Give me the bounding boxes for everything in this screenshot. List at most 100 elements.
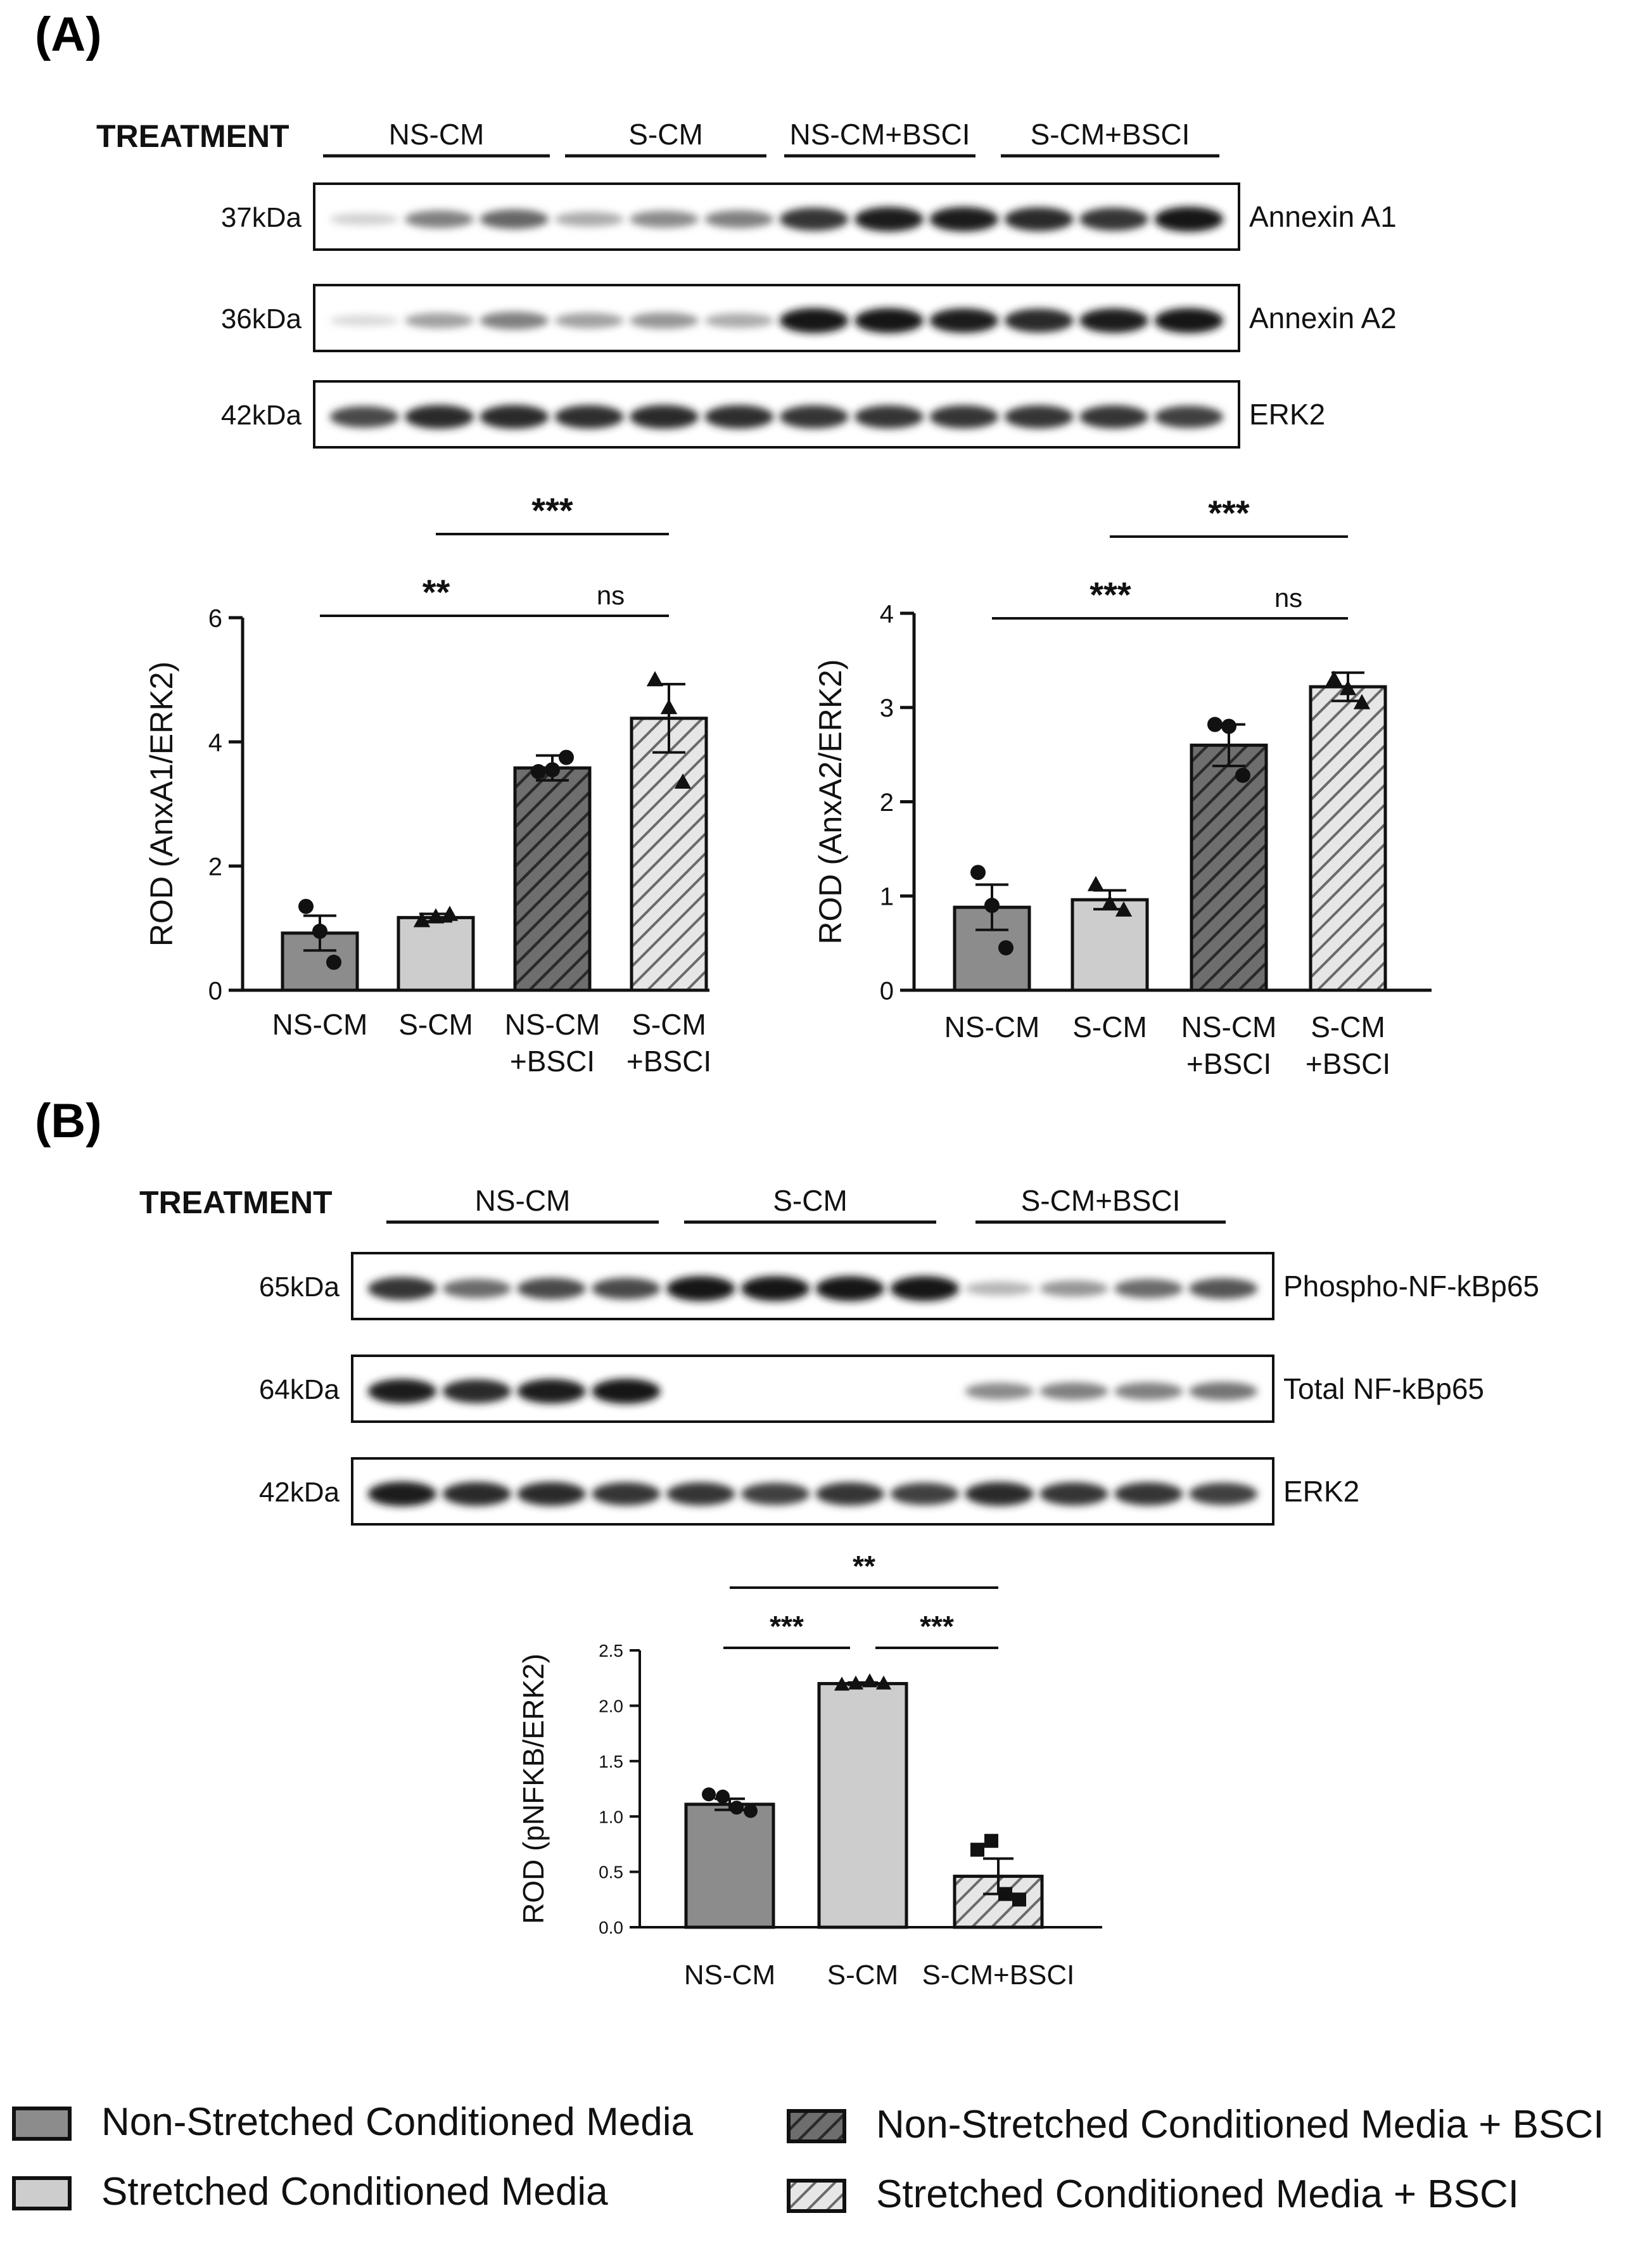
blot-band — [405, 405, 474, 429]
significance-label: *** — [531, 490, 573, 530]
bar-chart-anxa2: 0 1 2 3 4 ROD (AnxA2/ERK2) NS-CM S-CM NS-CM +BSCI… — [813, 493, 1432, 1080]
blot-band — [442, 1278, 511, 1299]
blot-band — [965, 1382, 1034, 1400]
blot-band — [442, 1379, 511, 1403]
blot-band — [740, 1276, 810, 1301]
blot-band — [554, 312, 624, 329]
blot-band — [890, 1482, 959, 1505]
bar — [630, 717, 708, 992]
x-tick-label: NS-CM — [684, 1960, 775, 1991]
data-point — [1087, 876, 1105, 891]
data-point — [1353, 694, 1371, 710]
blot-band — [929, 207, 999, 232]
y-tick-label: 4 — [880, 600, 894, 628]
blot-band — [1154, 308, 1224, 333]
blot-band — [1114, 1482, 1183, 1506]
blot-band — [1154, 207, 1224, 232]
blot-band — [1079, 405, 1148, 429]
y-tick-label: 0.0 — [599, 1918, 623, 1937]
blot-band — [517, 1379, 586, 1404]
blot-band — [367, 1481, 437, 1507]
molecular-weight-label: 42kDa — [221, 400, 302, 431]
legend-swatch — [787, 2109, 846, 2143]
bar — [397, 915, 475, 992]
legend-label: Non-Stretched Conditioned Media — [101, 2100, 694, 2144]
y-tick-label: 2.0 — [599, 1696, 623, 1716]
data-point — [646, 671, 664, 687]
y-tick-label: 0 — [880, 977, 894, 1005]
panel-a-label: (A) — [35, 8, 102, 61]
blot-band — [329, 315, 399, 326]
treatment-group-label: S-CM+BSCI — [1021, 1184, 1181, 1217]
molecular-weight-label: 37kDa — [221, 202, 302, 233]
blot-band — [517, 1278, 586, 1299]
blot-band — [1004, 207, 1074, 231]
blot-band — [779, 405, 849, 429]
y-tick-label: 3 — [880, 694, 894, 722]
treatment-group-label: NS-CM — [475, 1184, 571, 1217]
blot-band — [329, 213, 399, 226]
significance-label: ** — [853, 1550, 875, 1583]
data-point — [559, 749, 574, 765]
significance-label: *** — [1208, 493, 1250, 533]
significance-label: *** — [770, 1610, 804, 1643]
bar — [1309, 685, 1387, 992]
data-point — [970, 865, 986, 881]
data-point — [326, 954, 341, 970]
blot-band — [1039, 1382, 1109, 1400]
x-tick-label: +BSCI — [510, 1045, 595, 1078]
y-tick-label: 1.0 — [599, 1807, 623, 1826]
y-tick-label: 6 — [208, 604, 222, 632]
y-tick-label: 0.5 — [599, 1863, 623, 1882]
treatment-group-label: S-CM — [628, 118, 703, 151]
legend-swatch — [12, 2176, 72, 2210]
blot-band — [442, 1482, 511, 1506]
data-point — [1101, 895, 1119, 910]
blot-band — [704, 313, 774, 328]
data-point — [984, 898, 1000, 914]
x-tick-label: NS-CM — [944, 1010, 1040, 1043]
data-point — [1235, 767, 1250, 783]
data-point — [984, 1833, 998, 1848]
treatment-group-label: NS-CM — [389, 118, 485, 151]
x-tick-label: S-CM — [398, 1008, 473, 1041]
blot-band — [815, 1276, 885, 1301]
x-tick-label: NS-CM — [272, 1008, 368, 1041]
data-point — [730, 1801, 744, 1815]
blot-band — [779, 207, 849, 231]
y-tick-label: 0 — [208, 977, 222, 1005]
data-point — [312, 923, 327, 939]
blot-band — [815, 1482, 885, 1506]
blot-band — [1188, 1482, 1258, 1505]
molecular-weight-label: 65kDa — [259, 1272, 340, 1303]
data-point — [861, 1673, 878, 1688]
blot-band — [1004, 405, 1074, 429]
blot-band — [666, 1482, 735, 1506]
x-tick-label: S-CM+BSCI — [922, 1960, 1075, 1991]
y-axis-label: ROD (AnxA2/ERK2) — [813, 659, 848, 944]
blot-band — [704, 405, 774, 429]
x-tick-label: S-CM — [632, 1008, 706, 1041]
panel-b-label: (B) — [35, 1094, 102, 1148]
blot-band — [1114, 1278, 1183, 1299]
protein-label: ERK2 — [1249, 398, 1325, 431]
treatment-group-label: S-CM — [773, 1184, 848, 1217]
blot-band — [1154, 405, 1224, 428]
data-point — [427, 908, 445, 924]
blot-band — [779, 308, 849, 333]
treatment-label: TREATMENT — [139, 1185, 333, 1220]
blot-band — [480, 209, 549, 229]
legend-label: Non-Stretched Conditioned Media + BSCI — [876, 2103, 1604, 2146]
data-point — [545, 762, 560, 778]
bar — [817, 1681, 908, 1929]
legend-label: Stretched Conditioned Media — [101, 2170, 608, 2214]
x-tick-label: NS-CM — [505, 1008, 600, 1041]
y-tick-label: 1 — [880, 883, 894, 911]
y-tick-label: 1.5 — [599, 1752, 623, 1771]
molecular-weight-label: 42kDa — [259, 1477, 340, 1508]
x-tick-label: +BSCI — [1306, 1047, 1390, 1080]
blot-band — [1079, 207, 1148, 231]
blot-band — [929, 405, 999, 429]
y-tick-label: 2 — [880, 789, 894, 817]
data-point — [970, 1842, 984, 1857]
